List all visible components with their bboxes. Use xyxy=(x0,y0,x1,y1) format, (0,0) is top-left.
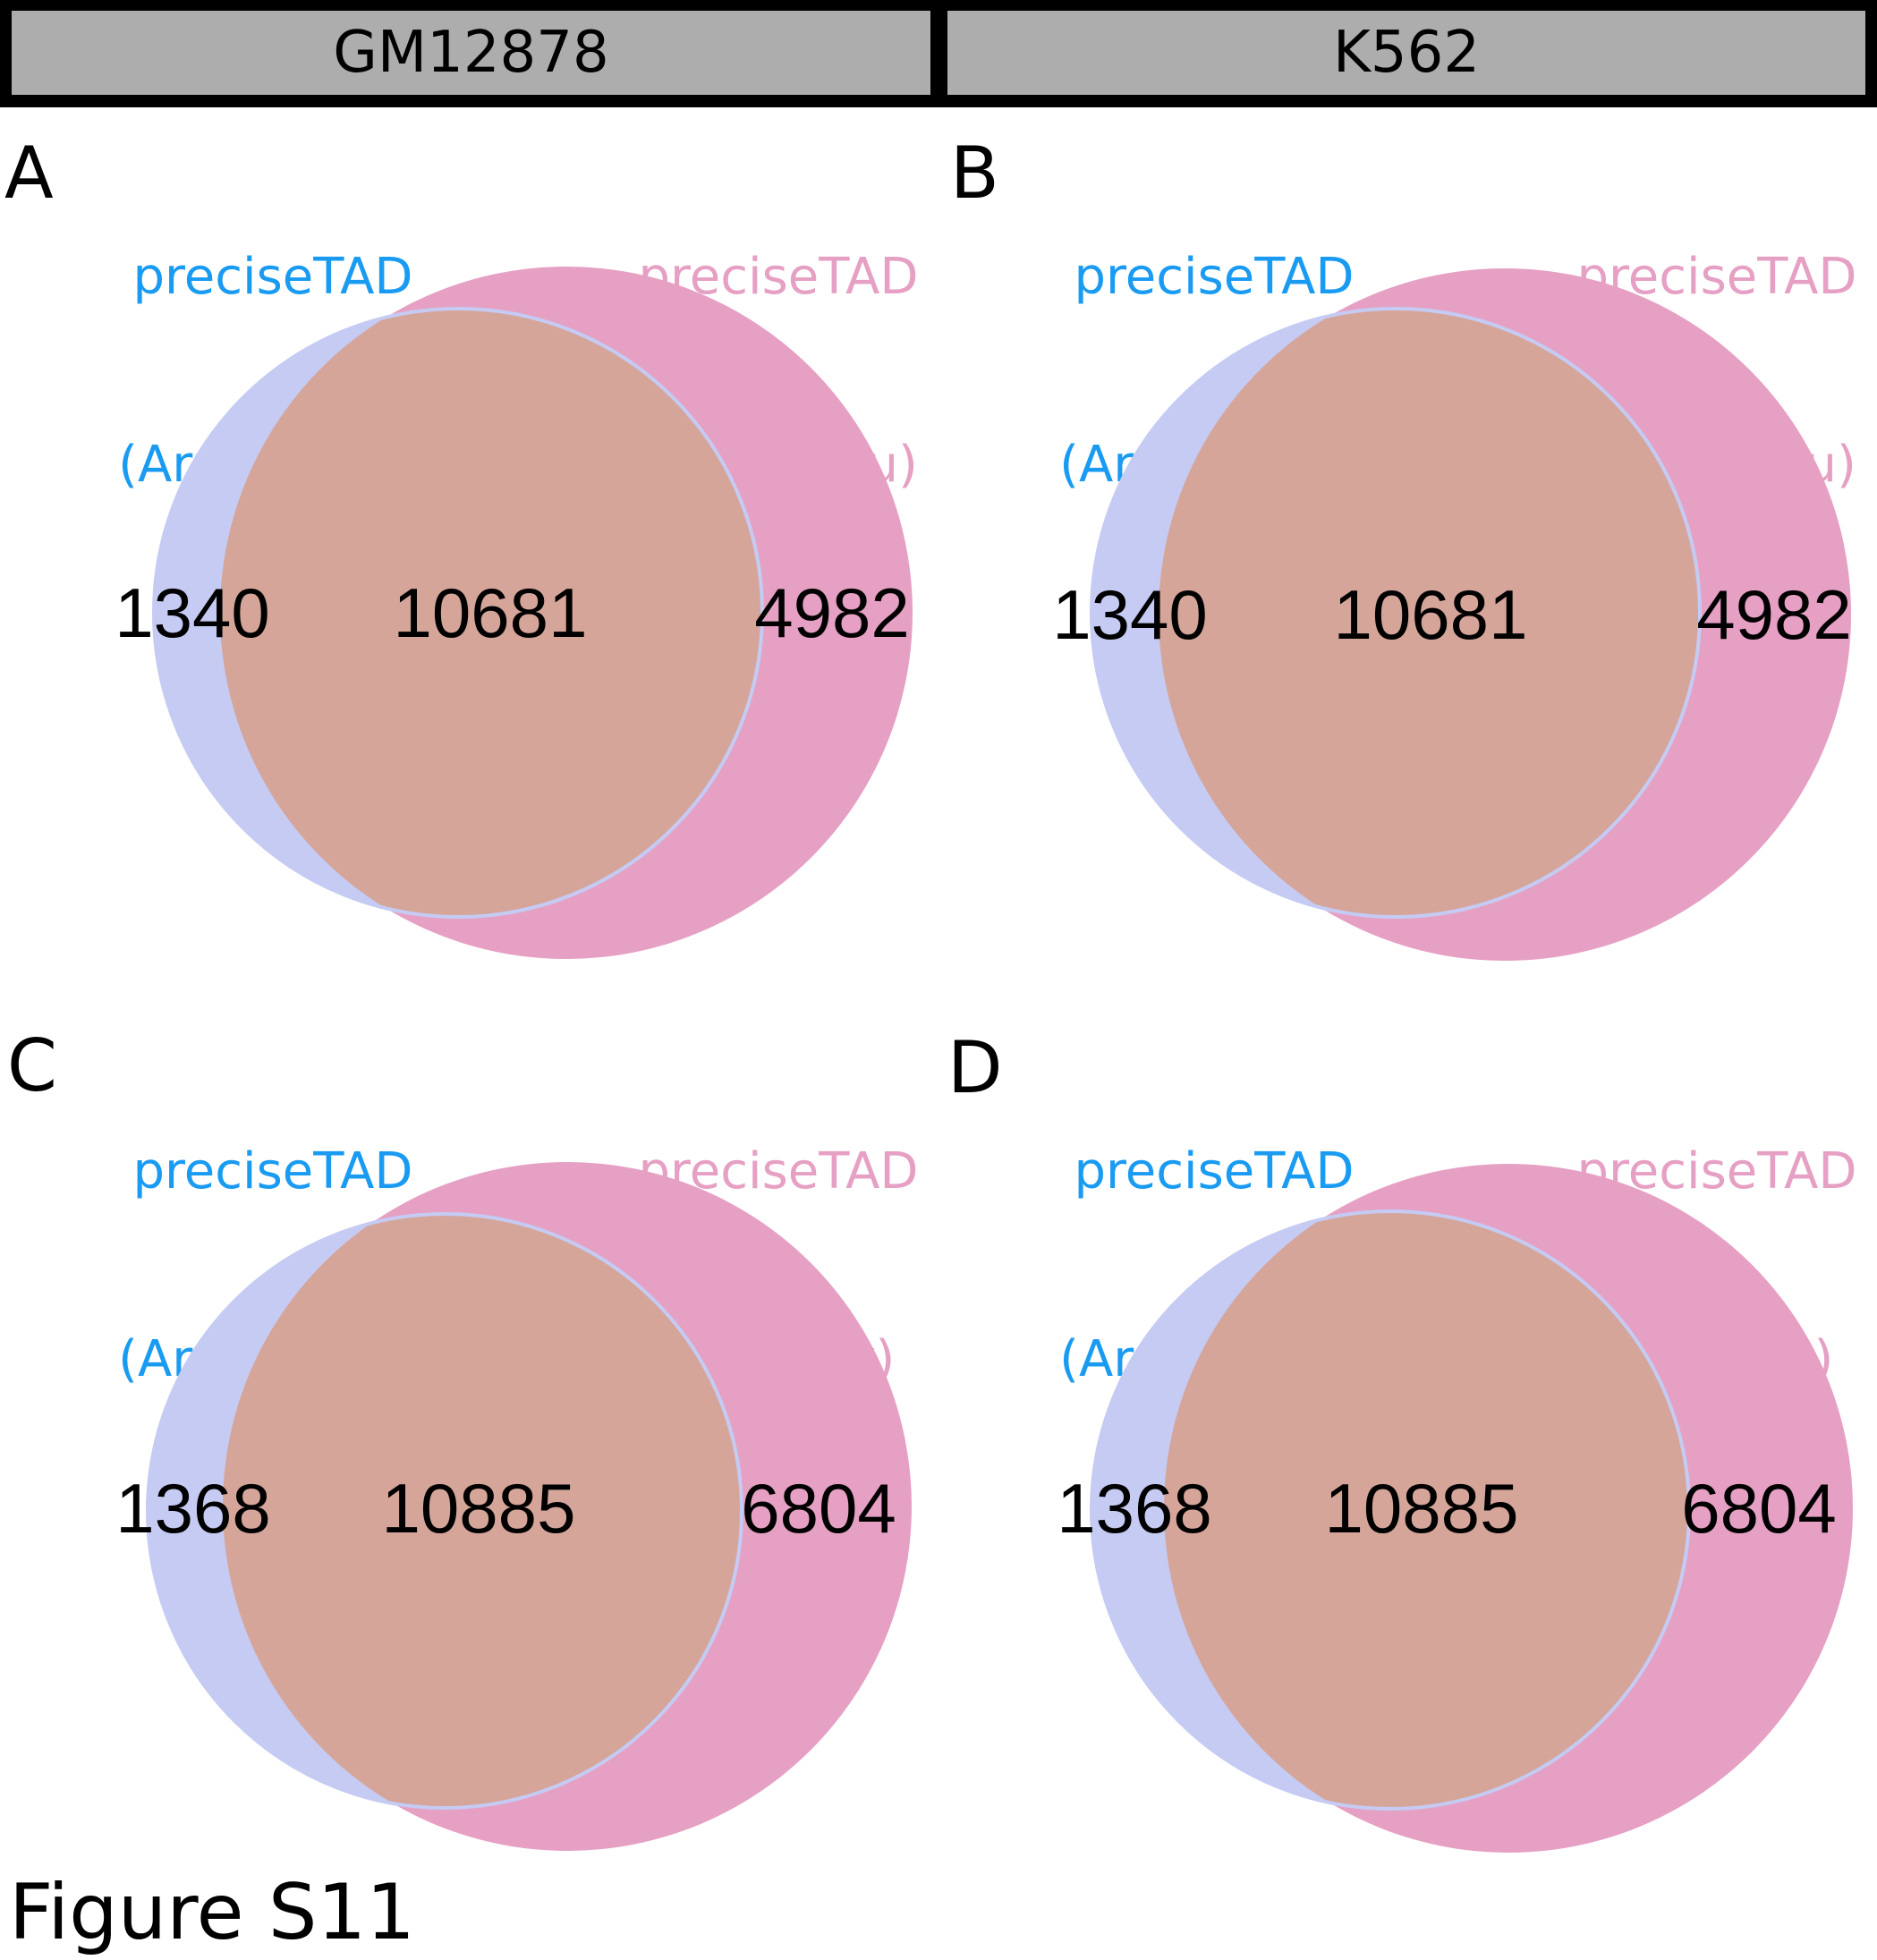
column-header-k562: K562 xyxy=(947,11,1865,95)
venn-set-a-outline xyxy=(146,1212,743,1810)
figure-caption: Figure S11 xyxy=(9,1868,415,1957)
venn-diagram: 1368 10885 6804 xyxy=(1057,1164,1853,1853)
set-a-label-line1: preciseTAD xyxy=(1074,248,1355,306)
set-a-label-line1: preciseTAD xyxy=(1074,1142,1355,1201)
venn-panel-d: D preciseTAD (Arrowhead) preciseTAD (Gru… xyxy=(938,1004,1877,1898)
count-only-a: 1368 xyxy=(1057,1469,1212,1548)
venn-set-a-outline xyxy=(152,307,764,919)
count-only-b: 6804 xyxy=(1681,1469,1837,1548)
venn-diagram: 1340 10681 4982 xyxy=(1052,268,1852,961)
venn-set-a-outline xyxy=(1090,1209,1691,1811)
count-only-a: 1340 xyxy=(1052,575,1208,654)
venn-panel-c: C preciseTAD (Arrowhead) preciseTAD (Gru… xyxy=(0,1004,938,1898)
column-header-gm12878: GM12878 xyxy=(12,11,930,95)
venn-panel-a: A preciseTAD (Arrowhead) preciseTAD (Pea… xyxy=(0,107,938,1002)
venn-panel-b: B preciseTAD (Arrowhead) preciseTAD (Pea… xyxy=(938,107,1877,1002)
count-only-b: 6804 xyxy=(741,1469,896,1548)
panel-letter: A xyxy=(4,132,54,215)
venn-set-a-outline xyxy=(1090,307,1702,919)
count-only-a: 1368 xyxy=(115,1469,271,1548)
count-only-a: 1340 xyxy=(115,573,270,652)
count-only-b: 4982 xyxy=(754,573,910,652)
panel-letter: B xyxy=(950,132,999,215)
venn-diagram: 1340 10681 4982 xyxy=(115,267,913,959)
column-header-bar: GM12878 K562 xyxy=(0,0,1877,107)
count-only-b: 4982 xyxy=(1696,575,1852,654)
venn-diagram: 1368 10885 6804 xyxy=(115,1162,912,1851)
panel-letter: D xyxy=(947,1026,1003,1109)
set-a-label-line1: preciseTAD xyxy=(132,248,413,306)
count-both: 10681 xyxy=(394,573,588,652)
count-both: 10885 xyxy=(1325,1469,1519,1548)
panel-letter: C xyxy=(7,1024,57,1107)
count-both: 10885 xyxy=(382,1469,576,1548)
set-a-label-line1: preciseTAD xyxy=(132,1142,413,1201)
count-both: 10681 xyxy=(1334,575,1528,654)
